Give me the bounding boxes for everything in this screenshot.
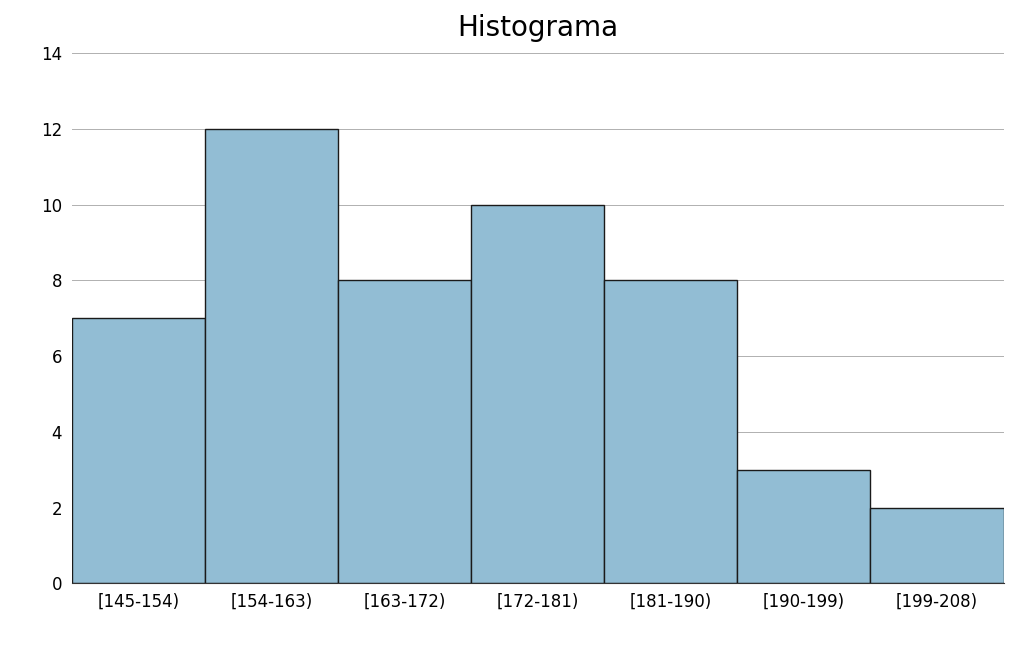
Bar [205,129,338,583]
Bar [338,280,471,583]
Bar [72,318,205,583]
Bar [737,470,870,583]
Bar [471,205,604,583]
Title: Histograma: Histograma [457,15,618,42]
Bar [604,280,737,583]
Bar [870,508,1004,583]
